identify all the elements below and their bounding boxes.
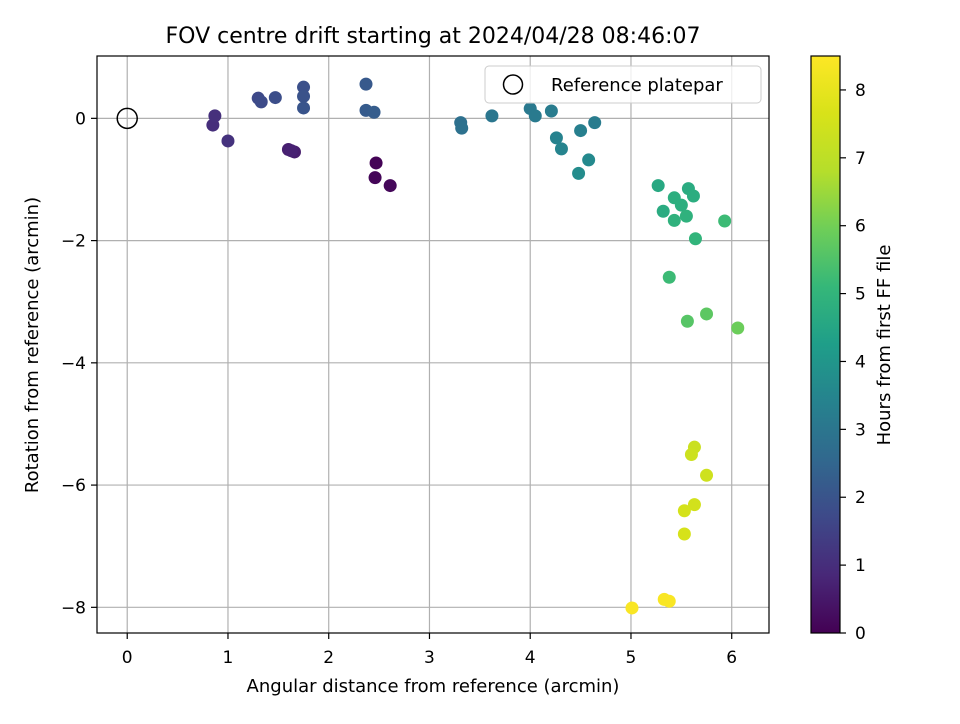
colorbar-tick-label: 3 [855, 420, 866, 440]
data-point [677, 527, 691, 541]
colorbar-tick-label: 2 [855, 488, 866, 508]
data-point [297, 89, 311, 103]
data-point [680, 314, 694, 328]
y-axis-ticks: 0 −2 −4 −6 −8 [61, 109, 97, 618]
data-points [206, 77, 745, 615]
colorbar-tick-label: 4 [855, 352, 866, 372]
legend: Reference platepar [484, 65, 762, 104]
data-point [677, 504, 691, 518]
colorbar-tick-label: 6 [855, 217, 866, 237]
colorbar-tick-label: 5 [855, 285, 866, 305]
data-point [554, 142, 568, 156]
colorbar: 0 1 2 3 4 5 6 7 8 Hours from first FF file [810, 55, 895, 644]
data-point [369, 156, 383, 170]
data-point [687, 498, 701, 512]
data-point [359, 77, 373, 91]
x-axis-ticks: 0 1 2 3 4 5 6 [122, 633, 737, 668]
data-point [731, 321, 745, 335]
x-tick-label: 5 [626, 648, 637, 668]
legend-box [484, 65, 762, 104]
chart-title: FOV centre drift starting at 2024/04/28 … [166, 24, 701, 49]
x-tick-label: 2 [323, 648, 334, 668]
data-point [651, 179, 665, 193]
y-axis-label: Rotation from reference (arcmin) [22, 197, 43, 493]
data-point [208, 109, 222, 123]
y-tick-label: −2 [61, 232, 86, 252]
x-tick-label: 3 [424, 648, 435, 668]
y-tick-label: −8 [61, 598, 86, 618]
reference-point [116, 107, 138, 130]
colorbar-tick-label: 8 [855, 81, 866, 101]
y-tick-label: 0 [75, 109, 86, 129]
data-point [549, 131, 563, 145]
data-point [625, 601, 639, 615]
data-point [485, 109, 499, 123]
legend-label: Reference platepar [551, 75, 723, 96]
data-point [656, 204, 670, 218]
data-point [455, 121, 469, 135]
reference-marker [116, 107, 138, 130]
data-point [367, 105, 381, 119]
data-point [688, 232, 702, 246]
y-tick-label: −6 [61, 476, 86, 496]
data-point [297, 80, 311, 94]
data-point [700, 468, 714, 482]
colorbar-tick-label: 1 [855, 556, 866, 576]
x-tick-label: 1 [223, 648, 234, 668]
data-point [254, 95, 268, 109]
data-point [674, 198, 688, 212]
data-point [700, 307, 714, 321]
data-point [383, 179, 397, 193]
data-point [368, 171, 382, 185]
colorbar-tick-label: 0 [855, 624, 866, 644]
data-point [268, 91, 282, 105]
y-tick-label: −4 [61, 354, 86, 374]
colorbar-label: Hours from first FF file [874, 245, 895, 446]
data-point [662, 270, 676, 284]
colorbar-gradient [810, 55, 841, 634]
colorbar-ticks: 0 1 2 3 4 5 6 7 8 [840, 81, 866, 644]
data-point [718, 214, 732, 228]
data-point [574, 124, 588, 138]
data-point [582, 153, 596, 167]
data-point [684, 448, 698, 462]
data-point [544, 104, 558, 118]
data-point [284, 144, 298, 158]
data-point [221, 134, 235, 148]
x-tick-label: 6 [726, 648, 737, 668]
legend-marker [502, 74, 524, 95]
data-point [679, 209, 693, 223]
data-point [572, 166, 586, 180]
data-point [588, 116, 602, 130]
data-point [686, 189, 700, 203]
x-tick-label: 4 [525, 648, 536, 668]
grid-lines [97, 56, 769, 633]
data-point [662, 594, 676, 608]
data-point [667, 213, 681, 227]
x-tick-label: 0 [122, 648, 133, 668]
data-point [528, 109, 542, 123]
plot-frame [96, 55, 770, 634]
data-point [297, 101, 311, 115]
colorbar-tick-label: 7 [855, 149, 866, 169]
x-axis-label: Angular distance from reference (arcmin) [247, 676, 620, 697]
